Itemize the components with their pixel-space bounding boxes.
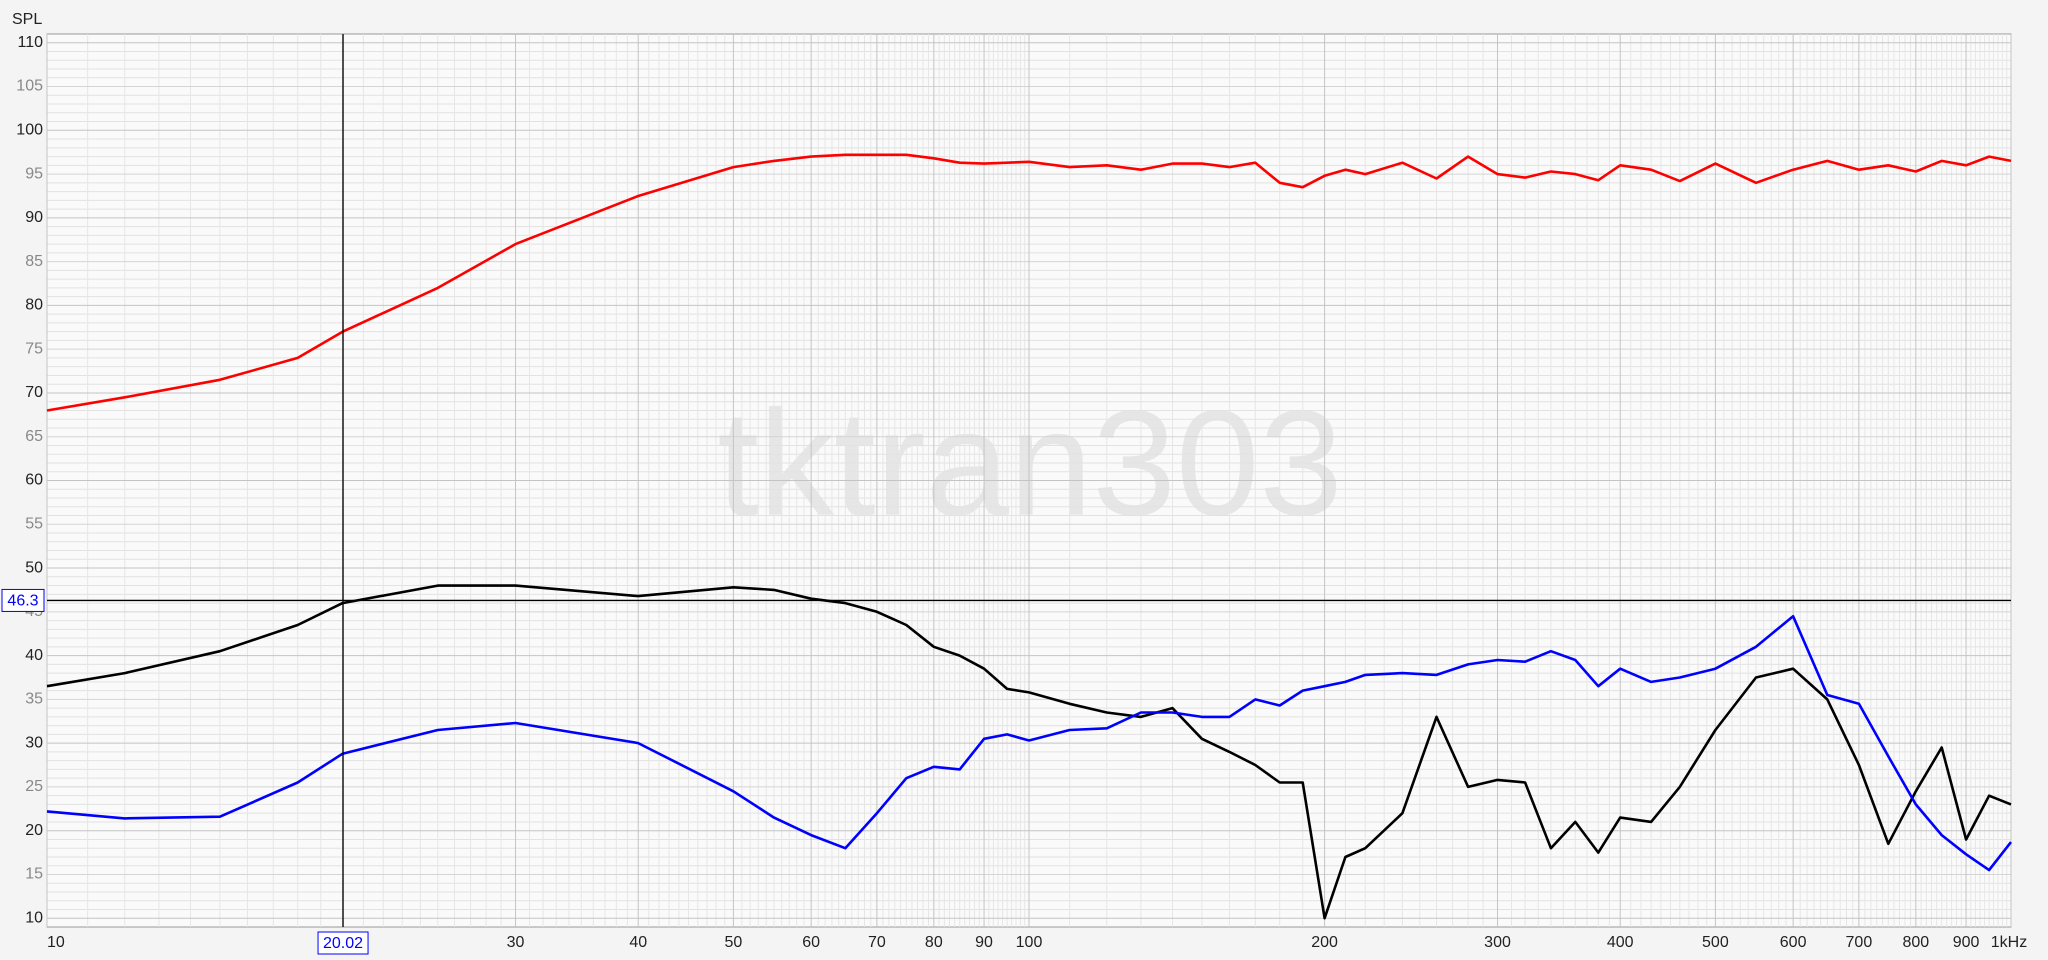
- y-tick-label: 70: [25, 384, 43, 401]
- y-tick-label: 60: [25, 472, 43, 489]
- x-tick-label: 700: [1846, 934, 1873, 951]
- x-tick-label: 800: [1902, 934, 1929, 951]
- curves: [46, 34, 2013, 927]
- y-tick-label: 100: [16, 122, 43, 139]
- x-tick-label: 30: [507, 934, 525, 951]
- x-tick-label: 100: [1016, 934, 1043, 951]
- x-tick-label: 1kHz: [1991, 934, 2027, 951]
- x-tick-label: 90: [975, 934, 993, 951]
- y-tick-label: 80: [25, 297, 43, 314]
- y-tick-label: 55: [25, 515, 43, 532]
- cursor-y-label: 46.3: [7, 593, 38, 610]
- x-tick-label: 400: [1607, 934, 1634, 951]
- y-tick-label: 50: [25, 559, 43, 576]
- series-line: [46, 614, 2013, 872]
- y-tick-label: 75: [25, 340, 43, 357]
- series-line: [46, 153, 2012, 412]
- y-tick-label: 65: [25, 428, 43, 445]
- y-tick-label: 85: [25, 253, 43, 270]
- y-tick-label: 35: [25, 691, 43, 708]
- y-tick-label: 40: [25, 647, 43, 664]
- x-tick-label: 80: [925, 934, 943, 951]
- y-tick-label: 30: [25, 734, 43, 751]
- cursor-x-label: 20.02: [323, 935, 363, 952]
- x-tick-label: 60: [802, 934, 820, 951]
- x-tick-label: 300: [1484, 934, 1511, 951]
- x-tick-label: 10: [47, 934, 65, 951]
- x-tick-label: 500: [1702, 934, 1729, 951]
- x-tick-label: 50: [724, 934, 742, 951]
- y-tick-label: 90: [25, 209, 43, 226]
- series-line: [46, 584, 2012, 920]
- y-tick-label: 20: [25, 822, 43, 839]
- y-tick-label: 110: [17, 34, 43, 51]
- x-tick-label: 40: [629, 934, 647, 951]
- y-tick-label: 10: [25, 909, 43, 926]
- y-axis-label: SPL: [12, 11, 42, 28]
- cursor-x-box: [317, 931, 369, 955]
- y-tick-label: 105: [16, 78, 43, 95]
- x-tick-label: 600: [1780, 934, 1807, 951]
- grid: [46, 34, 2012, 927]
- x-tick-label: 70: [868, 934, 886, 951]
- x-tick-label: 200: [1311, 934, 1338, 951]
- y-tick-label: 15: [25, 866, 43, 883]
- x-tick-label: 900: [1953, 934, 1980, 951]
- labels: 1015202530354045505560657075808590951001…: [1, 34, 2027, 955]
- cursor-y-box: [1, 588, 45, 612]
- y-tick-label: 25: [25, 778, 43, 795]
- y-tick-label: 95: [25, 165, 43, 182]
